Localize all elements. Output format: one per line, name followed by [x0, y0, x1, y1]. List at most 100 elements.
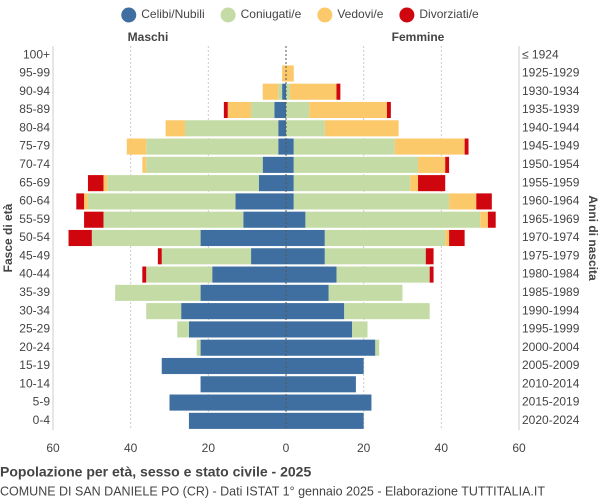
y2-tick-label: 2015-2019: [522, 395, 580, 409]
y2-tick-label: 1985-1989: [522, 285, 580, 299]
bar-female: [286, 303, 345, 320]
y2-tick-label: 1930-1934: [522, 84, 580, 98]
bar-female: [386, 101, 391, 119]
bar-male: [282, 83, 286, 100]
bar-male: [262, 83, 279, 100]
bar-male: [212, 266, 286, 283]
bar-female: [286, 339, 376, 356]
bar-female: [286, 211, 306, 228]
x-tick-label: 60: [512, 441, 526, 455]
bar-male: [196, 339, 201, 356]
y-tick-label: 45-49: [19, 248, 50, 262]
y2-tick-label: 1940-1944: [522, 120, 580, 134]
bar-female: [425, 248, 434, 265]
bar-male: [181, 303, 286, 320]
y2-tick-label: 1965-1969: [522, 212, 580, 226]
y2-tick-label: 1990-1994: [522, 303, 580, 317]
bar-male: [278, 138, 286, 155]
bar-male: [103, 175, 108, 192]
bar-male: [243, 211, 286, 228]
y-tick-label: 95-99: [19, 66, 50, 80]
y-tick-label: 10-14: [19, 376, 50, 390]
bar-male: [200, 284, 286, 301]
y-tick-label: 5-9: [33, 395, 51, 409]
bar-female: [449, 193, 477, 210]
bar-female: [418, 175, 446, 192]
bar-male: [161, 248, 252, 265]
y2-tick-label: 1970-1974: [522, 230, 580, 244]
bar-male: [68, 229, 92, 247]
bar-female: [289, 83, 337, 100]
bar-male: [103, 211, 244, 228]
y2-tick-label: 1950-1954: [522, 157, 580, 171]
bar-male: [278, 120, 286, 137]
y-tick-label: 55-59: [19, 212, 50, 226]
bar-male: [188, 321, 286, 338]
bar-male: [165, 120, 186, 137]
bar-male: [223, 101, 228, 119]
bar-female: [286, 248, 325, 265]
y2-tick-label: 1995-1999: [522, 322, 580, 336]
legend-marker: [399, 7, 415, 23]
bar-male: [91, 229, 201, 247]
bar-female: [445, 156, 450, 173]
y-tick-label: 35-39: [19, 285, 50, 299]
bar-male: [235, 193, 286, 210]
x-tick-label: 20: [357, 441, 371, 455]
y-tick-label: 0-4: [33, 413, 51, 427]
right-label: Femmine: [392, 30, 445, 44]
bar-male: [142, 156, 147, 173]
bar-male: [177, 321, 189, 338]
bar-female: [286, 266, 337, 283]
legend-label: Divorziati/e: [419, 7, 479, 21]
y-tick-label: 85-89: [19, 102, 50, 116]
bar-female: [418, 156, 446, 173]
bar-female: [394, 138, 465, 155]
bar-female: [286, 65, 294, 82]
bar-female: [324, 248, 426, 265]
bar-male: [146, 266, 213, 283]
bar-male: [278, 83, 283, 100]
bar-female: [336, 83, 341, 100]
bar-male: [107, 175, 259, 192]
bar-female: [293, 175, 411, 192]
bar-female: [293, 138, 395, 155]
bar-male: [142, 266, 147, 283]
legend-marker: [317, 7, 333, 23]
x-tick-label: 60: [46, 441, 60, 455]
y-tick-label: 90-94: [19, 84, 50, 98]
legend-label: Vedovi/e: [337, 7, 383, 21]
bar-female: [352, 321, 368, 338]
bar-male: [282, 65, 286, 82]
bar-male: [126, 138, 147, 155]
y-tick-label: 20-24: [19, 340, 50, 354]
legend-label: Celibi/Nubili: [141, 7, 204, 21]
y-tick-label: 15-19: [19, 358, 50, 372]
bar-male: [157, 248, 162, 265]
y-tick-label: 100+: [23, 47, 50, 61]
bar-female: [344, 303, 430, 320]
bar-male: [251, 248, 286, 265]
bar-male: [251, 101, 275, 119]
bar-male: [258, 175, 286, 192]
bar-female: [286, 101, 310, 119]
y2-tick-label: 1925-1929: [522, 66, 580, 80]
left-label: Maschi: [128, 30, 169, 44]
bar-female: [286, 156, 294, 173]
bar-female: [286, 284, 329, 301]
bar-male: [262, 156, 286, 173]
bar-male: [115, 284, 201, 301]
bar-female: [286, 193, 294, 210]
chart-title: Popolazione per età, sesso e stato civil…: [0, 464, 311, 480]
bar-male: [200, 229, 286, 247]
y2-tick-label: 1955-1959: [522, 175, 580, 189]
y-tick-label: 70-74: [19, 157, 50, 171]
bar-female: [286, 175, 294, 192]
y-tick-label: 65-69: [19, 175, 50, 189]
x-tick-label: 40: [124, 441, 138, 455]
bar-female: [286, 412, 364, 429]
bar-male: [87, 175, 104, 192]
bar-male: [146, 138, 279, 155]
y2-tick-label: ≤ 1924: [522, 47, 559, 61]
legend-marker: [121, 7, 137, 23]
